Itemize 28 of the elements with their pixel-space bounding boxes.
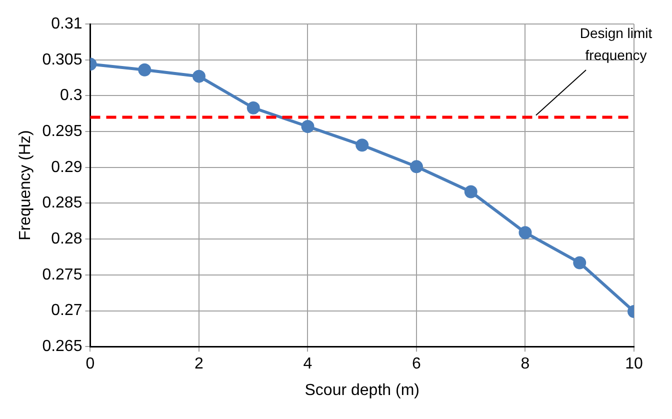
x-tick-label: 0 bbox=[86, 356, 95, 373]
x-tick-label: 6 bbox=[412, 356, 422, 373]
point bbox=[246, 101, 260, 114]
point bbox=[356, 138, 369, 152]
y-tick-label: 0.31 bbox=[51, 15, 82, 32]
point bbox=[301, 120, 314, 134]
x-axis-title: Scour depth (m) bbox=[304, 382, 420, 399]
point bbox=[192, 70, 206, 83]
x-tick-label: 8 bbox=[520, 356, 530, 373]
y-tick-label: 0.265 bbox=[42, 338, 82, 356]
point bbox=[138, 63, 152, 76]
y-axis-title: Frequency (Hz) bbox=[17, 130, 34, 240]
x-tick-label: 10 bbox=[625, 356, 643, 373]
y-tick-label: 0.3 bbox=[60, 87, 82, 104]
y-tick-label: 0.29 bbox=[51, 158, 82, 176]
x-tick-label: 2 bbox=[194, 356, 204, 373]
ref-line-label: Design limit frequency bbox=[580, 24, 652, 63]
y-tick-label: 0.295 bbox=[42, 122, 82, 140]
point bbox=[518, 226, 532, 240]
y-tick-label: 0.27 bbox=[51, 302, 82, 320]
y-tick-label: 0.305 bbox=[42, 51, 82, 68]
y-tick-label: 0.275 bbox=[42, 266, 82, 284]
y-tick-label: 0.285 bbox=[42, 194, 82, 212]
point bbox=[573, 256, 586, 270]
point bbox=[464, 185, 478, 198]
y-tick-label: 0.28 bbox=[51, 230, 82, 248]
x-tick-label: 4 bbox=[303, 356, 312, 373]
point bbox=[410, 160, 423, 174]
